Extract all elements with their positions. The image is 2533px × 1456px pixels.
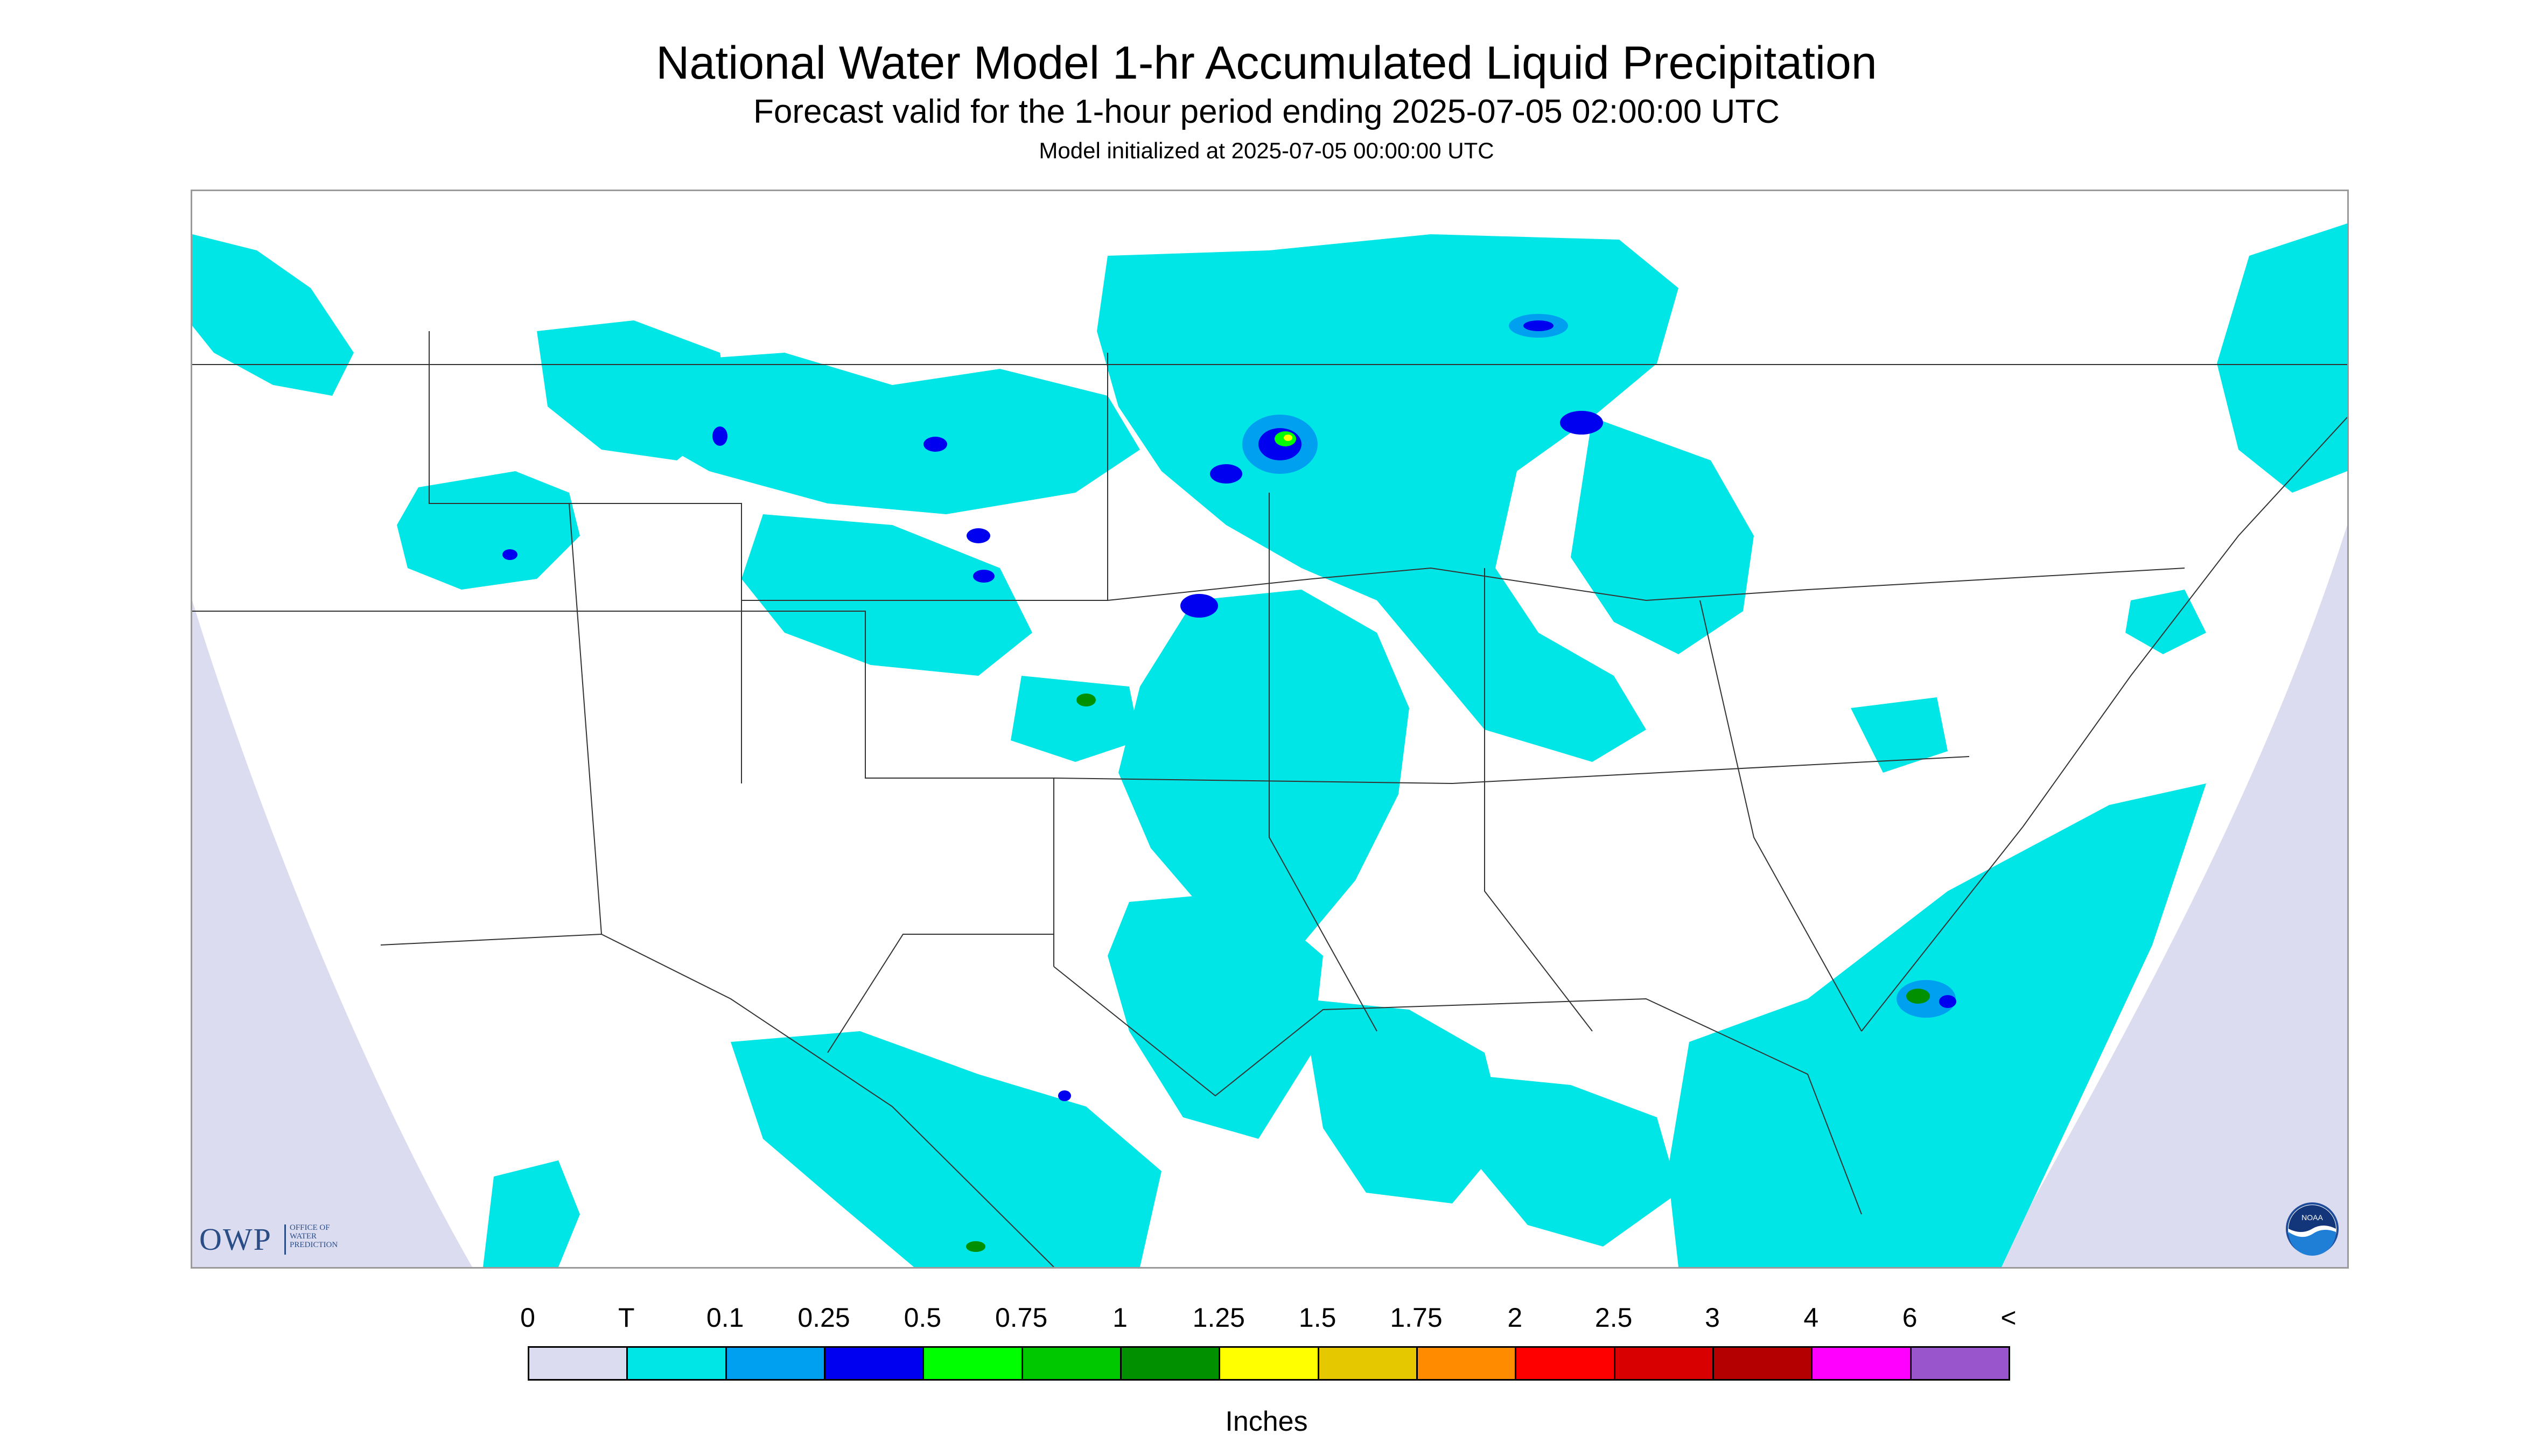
precipitation-map	[191, 190, 2349, 1269]
colorbar-tick-8: 1.5	[1298, 1303, 1337, 1333]
colorbar-tick-3: 0.25	[797, 1303, 850, 1333]
colorbar-swatch-0	[528, 1346, 628, 1381]
colorbar-swatch-12	[1712, 1346, 1813, 1381]
colorbar-tick-2: 0.1	[706, 1303, 744, 1333]
colorbar-swatch-13	[1811, 1346, 1912, 1381]
colorbar-units: Inches	[1225, 1406, 1308, 1437]
map-title: National Water Model 1-hr Accumulated Li…	[656, 37, 1877, 89]
colorbar-swatch-14	[1909, 1346, 2010, 1381]
colorbar-swatch-2	[725, 1346, 825, 1381]
owp-logo: OWP OFFICE OF WATER PREDICTION	[199, 1221, 372, 1259]
colorbar-swatch-8	[1317, 1346, 1418, 1381]
colorbar	[528, 1346, 2010, 1384]
colorbar-swatch-10	[1515, 1346, 1615, 1381]
boundary-lines	[192, 331, 2347, 1267]
colorbar-tick-14: 6	[1902, 1303, 1918, 1333]
colorbar-tick-5: 0.75	[995, 1303, 1048, 1333]
map-subtitle: Forecast valid for the 1-hour period end…	[753, 93, 1780, 130]
colorbar-tick-13: 4	[1803, 1303, 1819, 1333]
owp-logo-text: OWP	[199, 1222, 272, 1257]
trace-precipitation-areas	[192, 223, 2347, 1267]
colorbar-swatch-4	[922, 1346, 1023, 1381]
colorbar-swatch-7	[1219, 1346, 1319, 1381]
colorbar-tick-9: 1.75	[1390, 1303, 1443, 1333]
colorbar-tick-15: <	[2000, 1303, 2017, 1333]
owp-logo-subtext: OFFICE OF WATER PREDICTION	[290, 1223, 338, 1249]
colorbar-swatch-3	[824, 1346, 925, 1381]
colorbar-tick-0: 0	[520, 1303, 535, 1333]
colorbar-tick-7: 1.25	[1192, 1303, 1245, 1333]
colorbar-swatch-11	[1613, 1346, 1714, 1381]
colorbar-tick-10: 2	[1507, 1303, 1523, 1333]
svg-text:NOAA: NOAA	[2301, 1213, 2323, 1222]
colorbar-swatch-6	[1120, 1346, 1221, 1381]
colorbar-tick-12: 3	[1705, 1303, 1720, 1333]
map-canvas	[192, 191, 2347, 1267]
noaa-logo: NOAA	[2286, 1202, 2339, 1256]
colorbar-tick-4: 0.5	[904, 1303, 942, 1333]
colorbar-swatch-9	[1416, 1346, 1517, 1381]
moderate-precipitation-cells	[502, 314, 1956, 1252]
colorbar-tick-6: 1	[1112, 1303, 1128, 1333]
colorbar-tick-11: 2.5	[1594, 1303, 1633, 1333]
colorbar-swatch-5	[1021, 1346, 1122, 1381]
colorbar-tick-1: T	[618, 1303, 635, 1333]
model-init-line: Model initialized at 2025-07-05 00:00:00…	[1039, 138, 1494, 163]
colorbar-swatch-1	[626, 1346, 727, 1381]
